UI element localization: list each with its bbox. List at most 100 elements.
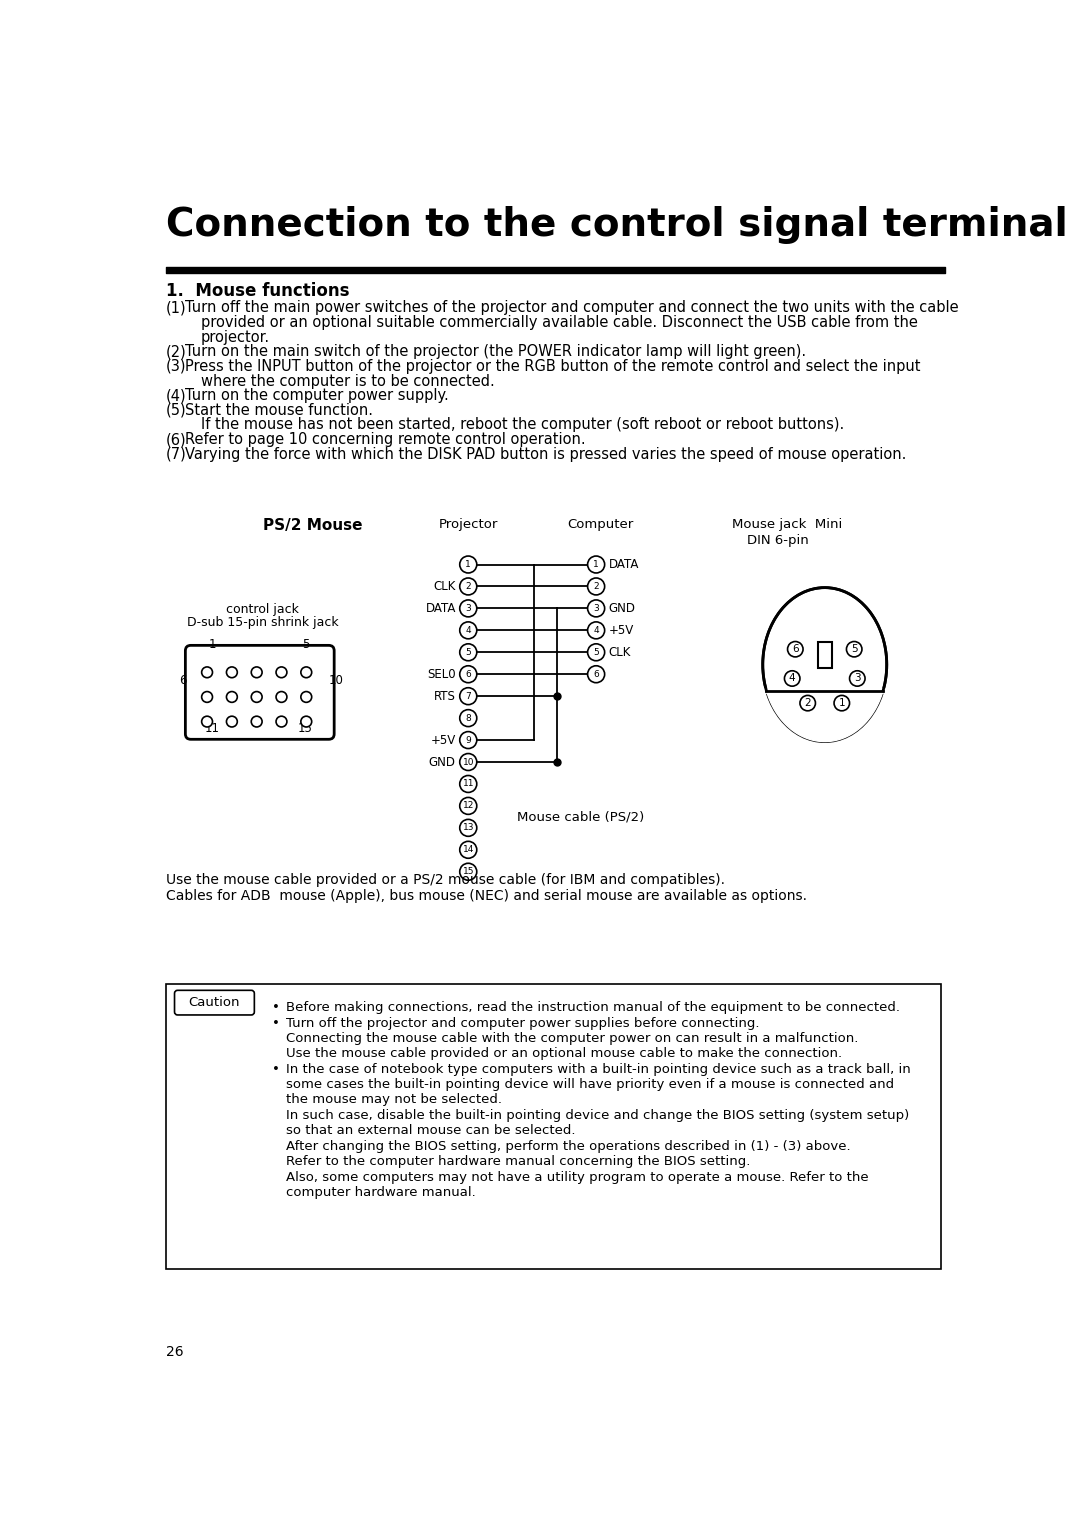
Circle shape	[252, 717, 262, 727]
Text: 6: 6	[179, 674, 187, 686]
Circle shape	[460, 842, 476, 859]
Text: Before making connections, read the instruction manual of the equipment to be co: Before making connections, read the inst…	[286, 1001, 900, 1015]
Text: 4: 4	[465, 626, 471, 634]
Text: •: •	[272, 1016, 280, 1030]
Text: Refer to the computer hardware manual concerning the BIOS setting.: Refer to the computer hardware manual co…	[286, 1155, 751, 1167]
Text: 5: 5	[465, 648, 471, 657]
Text: 1.  Mouse functions: 1. Mouse functions	[166, 283, 350, 299]
Text: 3: 3	[593, 604, 599, 613]
Text: 4: 4	[788, 674, 796, 683]
Text: 26: 26	[166, 1345, 184, 1358]
Text: 5: 5	[301, 637, 309, 651]
Text: (5): (5)	[166, 403, 187, 417]
Text: •: •	[272, 1062, 280, 1076]
Text: Mouse jack  Mini: Mouse jack Mini	[732, 518, 842, 532]
Circle shape	[202, 717, 213, 727]
Text: 11: 11	[462, 779, 474, 788]
Circle shape	[834, 695, 850, 711]
Circle shape	[588, 556, 605, 573]
Circle shape	[460, 776, 476, 793]
Text: 3: 3	[465, 604, 471, 613]
Circle shape	[460, 753, 476, 770]
Text: (6): (6)	[166, 432, 187, 448]
Text: 2: 2	[465, 582, 471, 591]
Text: Turn off the projector and computer power supplies before connecting.: Turn off the projector and computer powe…	[286, 1016, 759, 1030]
Polygon shape	[767, 665, 883, 741]
Text: 6: 6	[465, 669, 471, 678]
Text: 2: 2	[805, 698, 811, 707]
Text: RTS: RTS	[434, 689, 456, 703]
Circle shape	[460, 666, 476, 683]
Text: 10: 10	[462, 758, 474, 767]
Text: 7: 7	[465, 692, 471, 701]
Text: 6: 6	[593, 669, 599, 678]
Circle shape	[460, 643, 476, 660]
Text: 15: 15	[298, 723, 313, 735]
Text: the mouse may not be selected.: the mouse may not be selected.	[286, 1094, 502, 1106]
Text: Mouse cable (PS/2): Mouse cable (PS/2)	[517, 811, 645, 824]
Text: D-sub 15-pin shrink jack: D-sub 15-pin shrink jack	[187, 616, 339, 630]
Text: 9: 9	[465, 735, 471, 744]
Text: PS/2 Mouse: PS/2 Mouse	[262, 518, 363, 533]
Text: Press the INPUT button of the projector or the RGB button of the remote control : Press the INPUT button of the projector …	[186, 359, 921, 374]
FancyBboxPatch shape	[166, 984, 941, 1270]
Text: 4: 4	[593, 626, 599, 634]
Circle shape	[588, 643, 605, 660]
Circle shape	[787, 642, 804, 657]
Circle shape	[800, 695, 815, 711]
Text: 1: 1	[208, 637, 216, 651]
Text: Turn off the main power switches of the projector and computer and connect the t: Turn off the main power switches of the …	[186, 301, 959, 315]
Circle shape	[588, 578, 605, 594]
Text: Use the mouse cable provided or a PS/2 mouse cable (for IBM and compatibles).: Use the mouse cable provided or a PS/2 m…	[166, 872, 725, 886]
Text: +5V: +5V	[608, 623, 634, 637]
Circle shape	[202, 666, 213, 678]
Circle shape	[460, 863, 476, 880]
Text: 5: 5	[593, 648, 599, 657]
Text: After changing the BIOS setting, perform the operations described in (1) - (3) a: After changing the BIOS setting, perform…	[286, 1140, 851, 1152]
Text: (7): (7)	[166, 446, 187, 461]
Circle shape	[227, 666, 238, 678]
Text: CLK: CLK	[433, 581, 456, 593]
Circle shape	[276, 666, 287, 678]
Text: 3: 3	[854, 674, 861, 683]
Text: Refer to page 10 concerning remote control operation.: Refer to page 10 concerning remote contr…	[186, 432, 586, 448]
Text: 6: 6	[792, 645, 798, 654]
FancyBboxPatch shape	[175, 990, 255, 1015]
Text: Caution: Caution	[189, 996, 240, 1008]
Text: 1: 1	[465, 559, 471, 568]
Text: GND: GND	[608, 602, 635, 614]
Circle shape	[301, 717, 312, 727]
Text: +5V: +5V	[431, 733, 456, 747]
Text: Use the mouse cable provided or an optional mouse cable to make the connection.: Use the mouse cable provided or an optio…	[286, 1047, 842, 1060]
Text: projector.: projector.	[201, 330, 270, 345]
Circle shape	[276, 717, 287, 727]
Circle shape	[227, 717, 238, 727]
Text: DATA: DATA	[608, 558, 639, 571]
Text: Turn on the main switch of the projector (the POWER indicator lamp will light gr: Turn on the main switch of the projector…	[186, 344, 807, 359]
Text: computer hardware manual.: computer hardware manual.	[286, 1186, 476, 1199]
Text: Start the mouse function.: Start the mouse function.	[186, 403, 374, 417]
Text: control jack: control jack	[227, 604, 299, 616]
Text: DATA: DATA	[426, 602, 456, 614]
Text: In such case, disable the built-in pointing device and change the BIOS setting (: In such case, disable the built-in point…	[286, 1109, 909, 1122]
Circle shape	[460, 732, 476, 749]
Circle shape	[588, 622, 605, 639]
Text: •: •	[272, 1001, 280, 1015]
Circle shape	[460, 688, 476, 704]
Circle shape	[460, 601, 476, 617]
Circle shape	[588, 666, 605, 683]
Circle shape	[588, 601, 605, 617]
Text: GND: GND	[429, 755, 456, 769]
Text: Connecting the mouse cable with the computer power on can result in a malfunctio: Connecting the mouse cable with the comp…	[286, 1031, 859, 1045]
Circle shape	[252, 666, 262, 678]
Text: 1: 1	[593, 559, 599, 568]
Circle shape	[252, 692, 262, 703]
Circle shape	[460, 709, 476, 727]
Text: (1): (1)	[166, 301, 187, 315]
Text: 11: 11	[205, 723, 220, 735]
Circle shape	[227, 692, 238, 703]
Text: 14: 14	[462, 845, 474, 854]
FancyBboxPatch shape	[818, 642, 832, 668]
Text: 5: 5	[851, 645, 858, 654]
Circle shape	[301, 692, 312, 703]
